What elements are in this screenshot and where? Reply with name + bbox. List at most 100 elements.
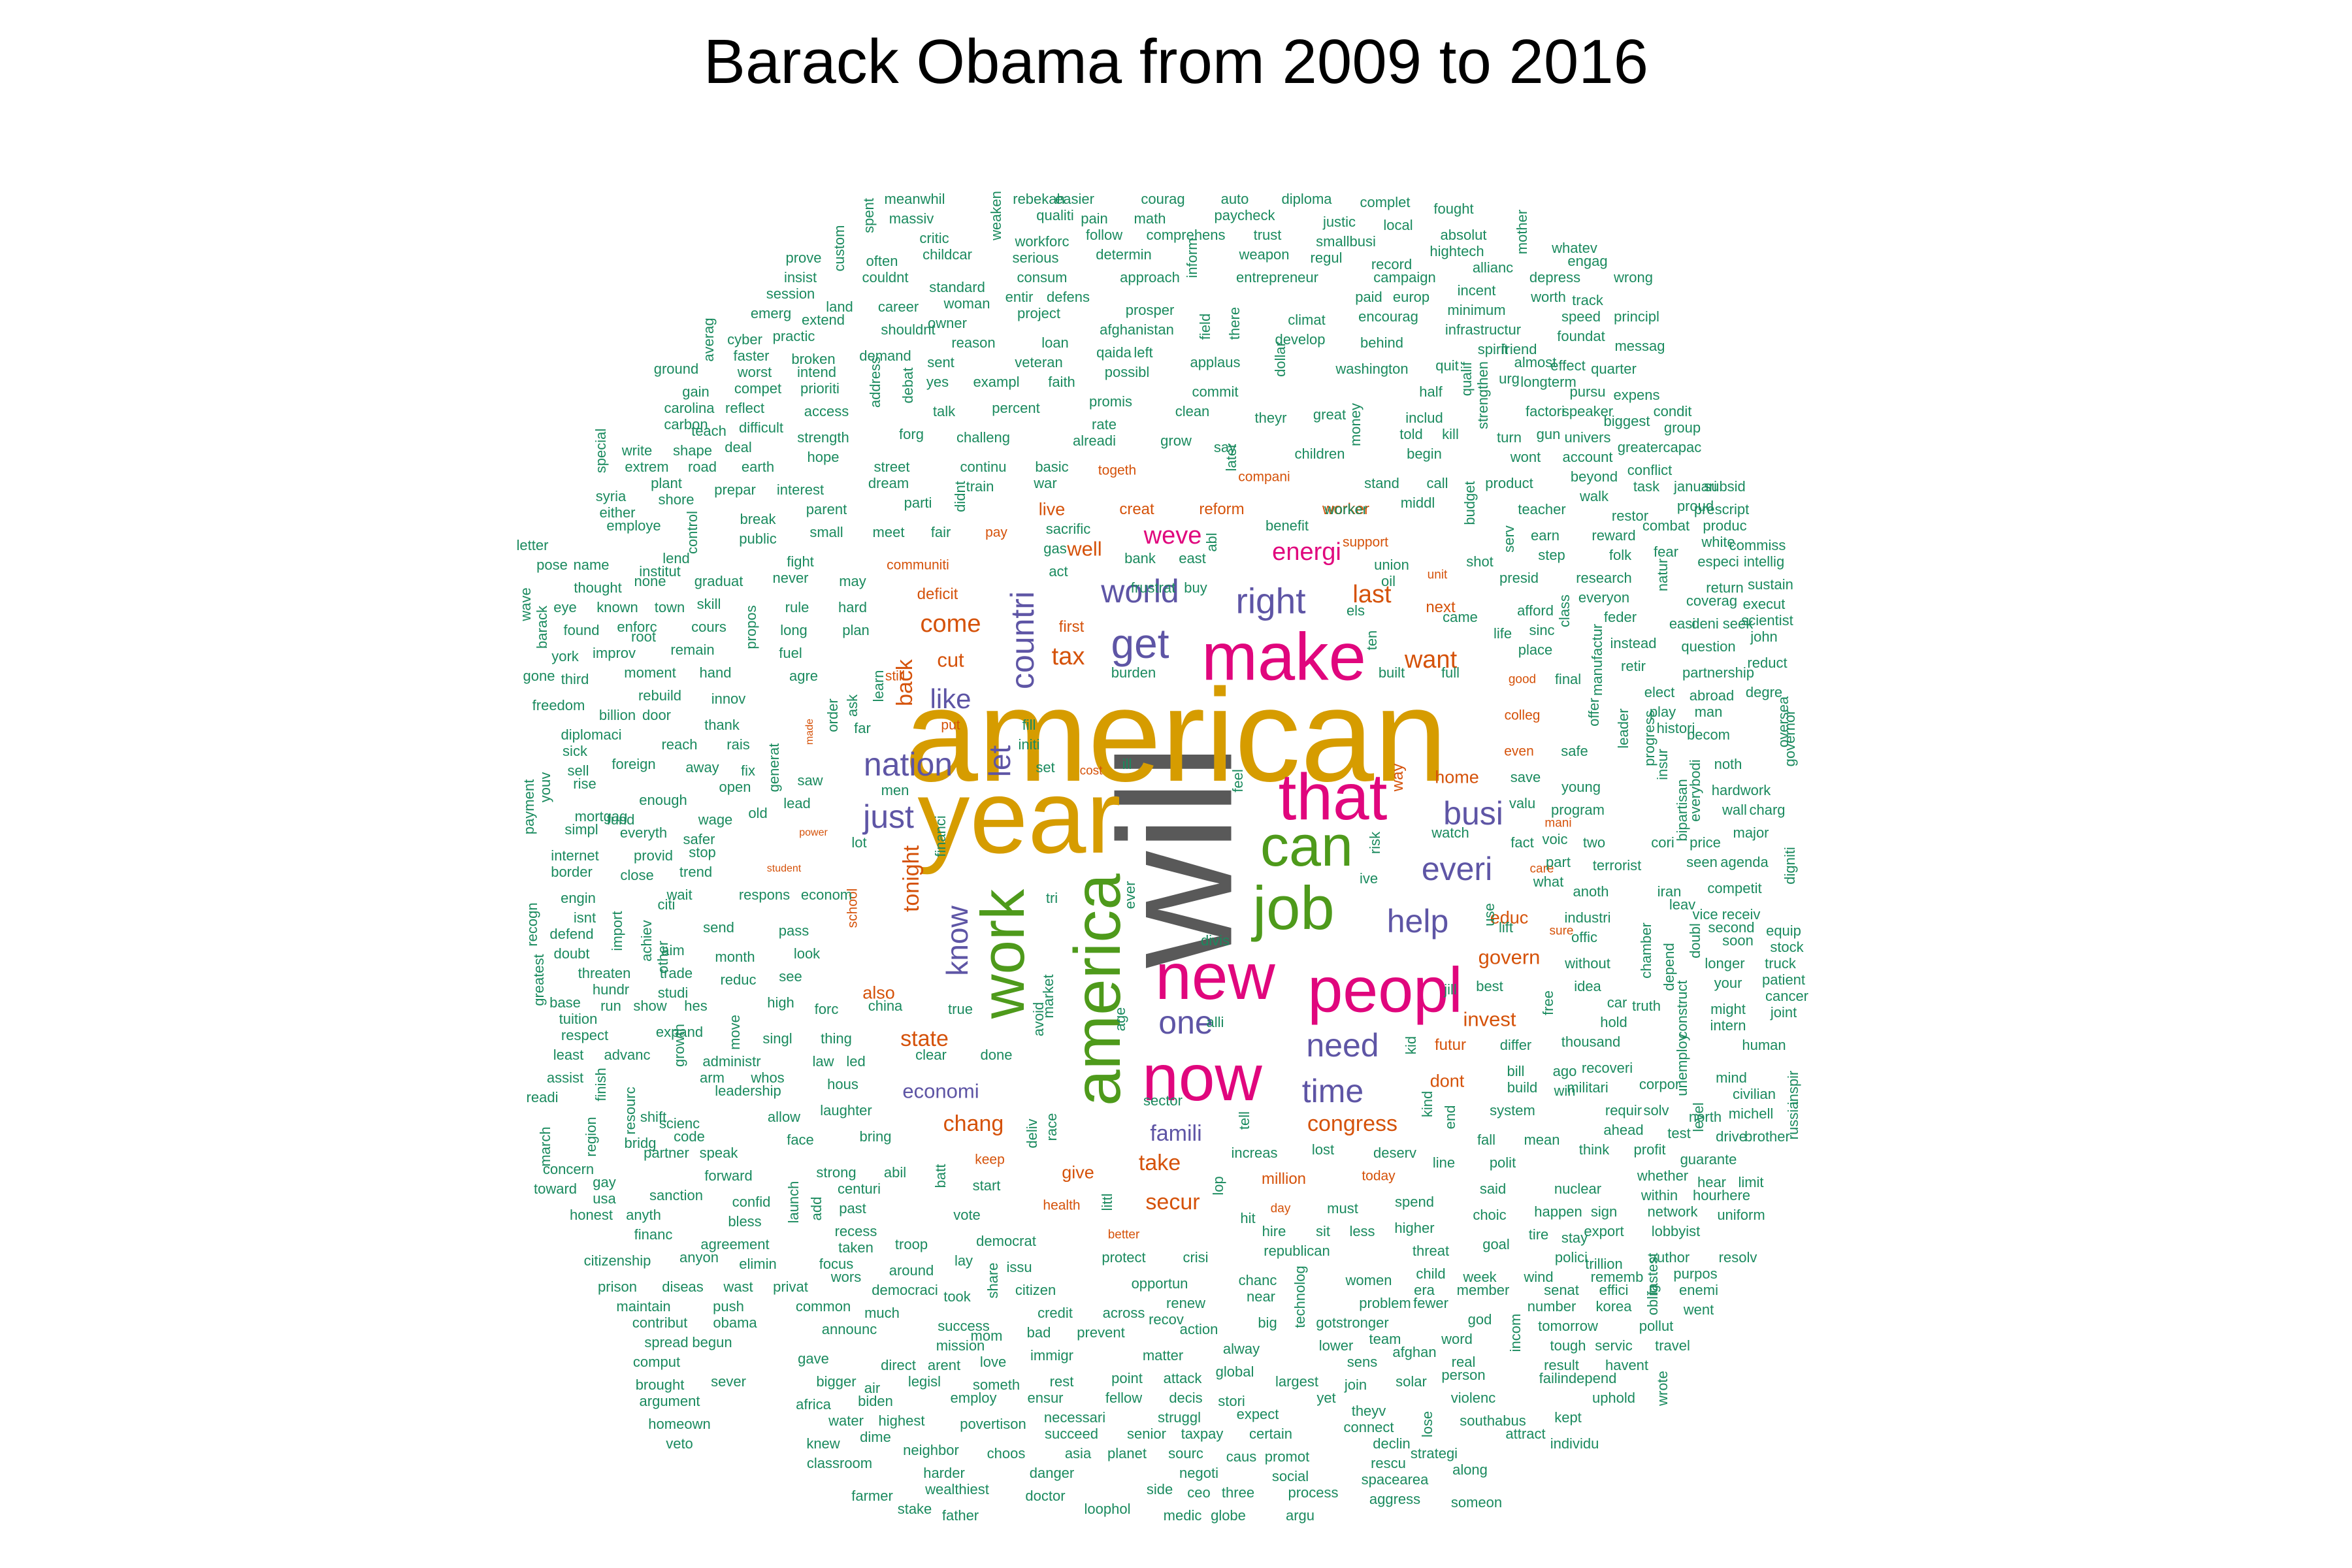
cloud-word: east bbox=[1179, 550, 1206, 566]
cloud-word: wave bbox=[517, 587, 534, 621]
cloud-word: first bbox=[1058, 618, 1085, 636]
cloud-word: ceo bbox=[1187, 1484, 1211, 1501]
cloud-word: step bbox=[1538, 547, 1565, 563]
cloud-word: hear bbox=[1697, 1174, 1727, 1190]
cloud-word: proud bbox=[1676, 498, 1714, 514]
cloud-word: export bbox=[1584, 1223, 1624, 1239]
cloud-word: theyv bbox=[1351, 1403, 1386, 1419]
cloud-word: uniform bbox=[1717, 1207, 1765, 1223]
cloud-word: feel bbox=[1230, 769, 1246, 792]
cloud-word: real bbox=[1451, 1354, 1476, 1370]
cloud-word: patient bbox=[1761, 972, 1806, 988]
cloud-word: meet bbox=[872, 524, 905, 540]
cloud-word: wors bbox=[830, 1269, 862, 1285]
cloud-word: month bbox=[715, 949, 755, 965]
cloud-word: stock bbox=[1770, 939, 1804, 955]
cloud-word: januari bbox=[1673, 478, 1718, 495]
cloud-word: sacrific bbox=[1045, 521, 1091, 537]
cloud-word: attack bbox=[1163, 1370, 1202, 1386]
cloud-word: expand bbox=[655, 1024, 704, 1040]
cloud-word: speak bbox=[699, 1145, 738, 1161]
cloud-word: network bbox=[1647, 1203, 1698, 1220]
cloud-word: assist bbox=[546, 1070, 584, 1086]
cloud-word: add bbox=[808, 1196, 825, 1221]
cloud-word: resolv bbox=[1718, 1249, 1757, 1266]
cloud-word: math bbox=[1134, 210, 1166, 227]
cloud-word: agenda bbox=[1720, 854, 1769, 870]
cloud-word: whether bbox=[1637, 1168, 1689, 1184]
cloud-word: set bbox=[1036, 759, 1055, 776]
cloud-word: worker bbox=[1324, 501, 1368, 517]
cloud-word: natur bbox=[1654, 558, 1671, 592]
cloud-word: act bbox=[1049, 563, 1068, 580]
cloud-word: think bbox=[1578, 1141, 1610, 1158]
cloud-word: can bbox=[1260, 813, 1353, 878]
cloud-word: continu bbox=[960, 459, 1007, 475]
cloud-word: argument bbox=[639, 1393, 700, 1409]
cloud-word: southabus bbox=[1460, 1413, 1526, 1429]
cloud-word: senior bbox=[1127, 1426, 1166, 1442]
cloud-word: economi bbox=[902, 1079, 979, 1103]
cloud-word: drive bbox=[1716, 1128, 1747, 1145]
cloud-word: gain bbox=[682, 384, 710, 400]
cloud-word: gay bbox=[593, 1174, 616, 1190]
cloud-word: internet bbox=[551, 847, 599, 864]
cloud-word: tomorrow bbox=[1538, 1318, 1598, 1334]
cloud-word: initi bbox=[1018, 736, 1040, 753]
cloud-word: everyth bbox=[619, 825, 668, 841]
cloud-word: easi bbox=[1669, 615, 1696, 632]
cloud-word: encourag bbox=[1358, 308, 1418, 325]
cloud-word: threat bbox=[1412, 1243, 1450, 1259]
cloud-word: within bbox=[1641, 1187, 1678, 1203]
cloud-word: condit bbox=[1653, 403, 1692, 419]
cloud-word: later bbox=[1223, 443, 1239, 472]
cloud-word: none bbox=[634, 573, 666, 589]
cloud-word: hardwork bbox=[1711, 782, 1771, 798]
cloud-word: tire bbox=[1528, 1226, 1549, 1243]
cloud-word: bridg bbox=[624, 1135, 657, 1151]
cloud-word: product bbox=[1485, 475, 1533, 491]
cloud-word: write bbox=[621, 442, 653, 459]
cloud-word: happen bbox=[1534, 1203, 1582, 1220]
cloud-word: enemi bbox=[1679, 1282, 1718, 1298]
cloud-word: full bbox=[1441, 664, 1460, 681]
cloud-word: process bbox=[1288, 1484, 1339, 1501]
cloud-word: els bbox=[1346, 602, 1365, 619]
cloud-word: commit bbox=[1192, 384, 1239, 400]
cloud-word: fix bbox=[741, 762, 755, 779]
cloud-word: anoth bbox=[1573, 883, 1609, 900]
cloud-word: near bbox=[1246, 1288, 1276, 1305]
cloud-word: water bbox=[828, 1413, 864, 1429]
cloud-word: china bbox=[868, 998, 903, 1014]
cloud-word: scienc bbox=[659, 1115, 700, 1132]
cloud-word: negoti bbox=[1179, 1465, 1218, 1481]
cloud-word: student bbox=[766, 863, 802, 874]
cloud-word: told bbox=[1399, 426, 1423, 442]
cloud-word: meanwhil bbox=[884, 191, 945, 207]
cloud-word: veteran bbox=[1015, 354, 1063, 370]
cloud-word: name bbox=[573, 557, 610, 573]
cloud-word: lay bbox=[954, 1252, 973, 1269]
cloud-word: week bbox=[1463, 1269, 1497, 1285]
cloud-word: povertison bbox=[960, 1416, 1026, 1432]
cloud-word: may bbox=[839, 573, 866, 589]
cloud-word: learn bbox=[870, 670, 887, 702]
cloud-word: obama bbox=[713, 1315, 757, 1331]
cloud-word: payment bbox=[521, 779, 537, 835]
cloud-word: launch bbox=[785, 1181, 802, 1224]
cloud-word: campaign bbox=[1373, 269, 1436, 286]
page-title: Barack Obama from 2009 to 2016 bbox=[703, 27, 1649, 97]
cloud-word: clean bbox=[1175, 403, 1210, 419]
cloud-word: entir bbox=[1005, 289, 1034, 305]
cloud-word: frustrat bbox=[1130, 580, 1176, 596]
cloud-word: street bbox=[874, 459, 910, 475]
cloud-word: risk bbox=[1367, 831, 1383, 855]
cloud-word: access bbox=[804, 403, 849, 419]
cloud-word: love bbox=[979, 1354, 1007, 1370]
cloud-word: final bbox=[1554, 671, 1582, 687]
cloud-word: effici bbox=[1599, 1282, 1629, 1298]
cloud-word: build bbox=[1507, 1079, 1538, 1096]
cloud-word: alreadi bbox=[1072, 433, 1117, 449]
cloud-word: doubt bbox=[553, 945, 590, 962]
cloud-word: away bbox=[685, 759, 719, 776]
